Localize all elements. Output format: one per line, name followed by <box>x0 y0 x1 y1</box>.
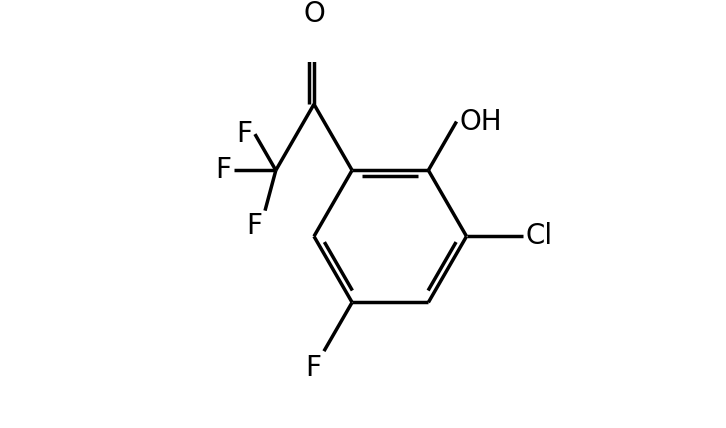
Text: Cl: Cl <box>526 222 553 250</box>
Text: O: O <box>303 0 325 27</box>
Text: OH: OH <box>460 107 502 136</box>
Text: F: F <box>305 354 321 382</box>
Text: F: F <box>236 120 252 148</box>
Text: F: F <box>215 156 231 184</box>
Text: F: F <box>246 212 262 241</box>
